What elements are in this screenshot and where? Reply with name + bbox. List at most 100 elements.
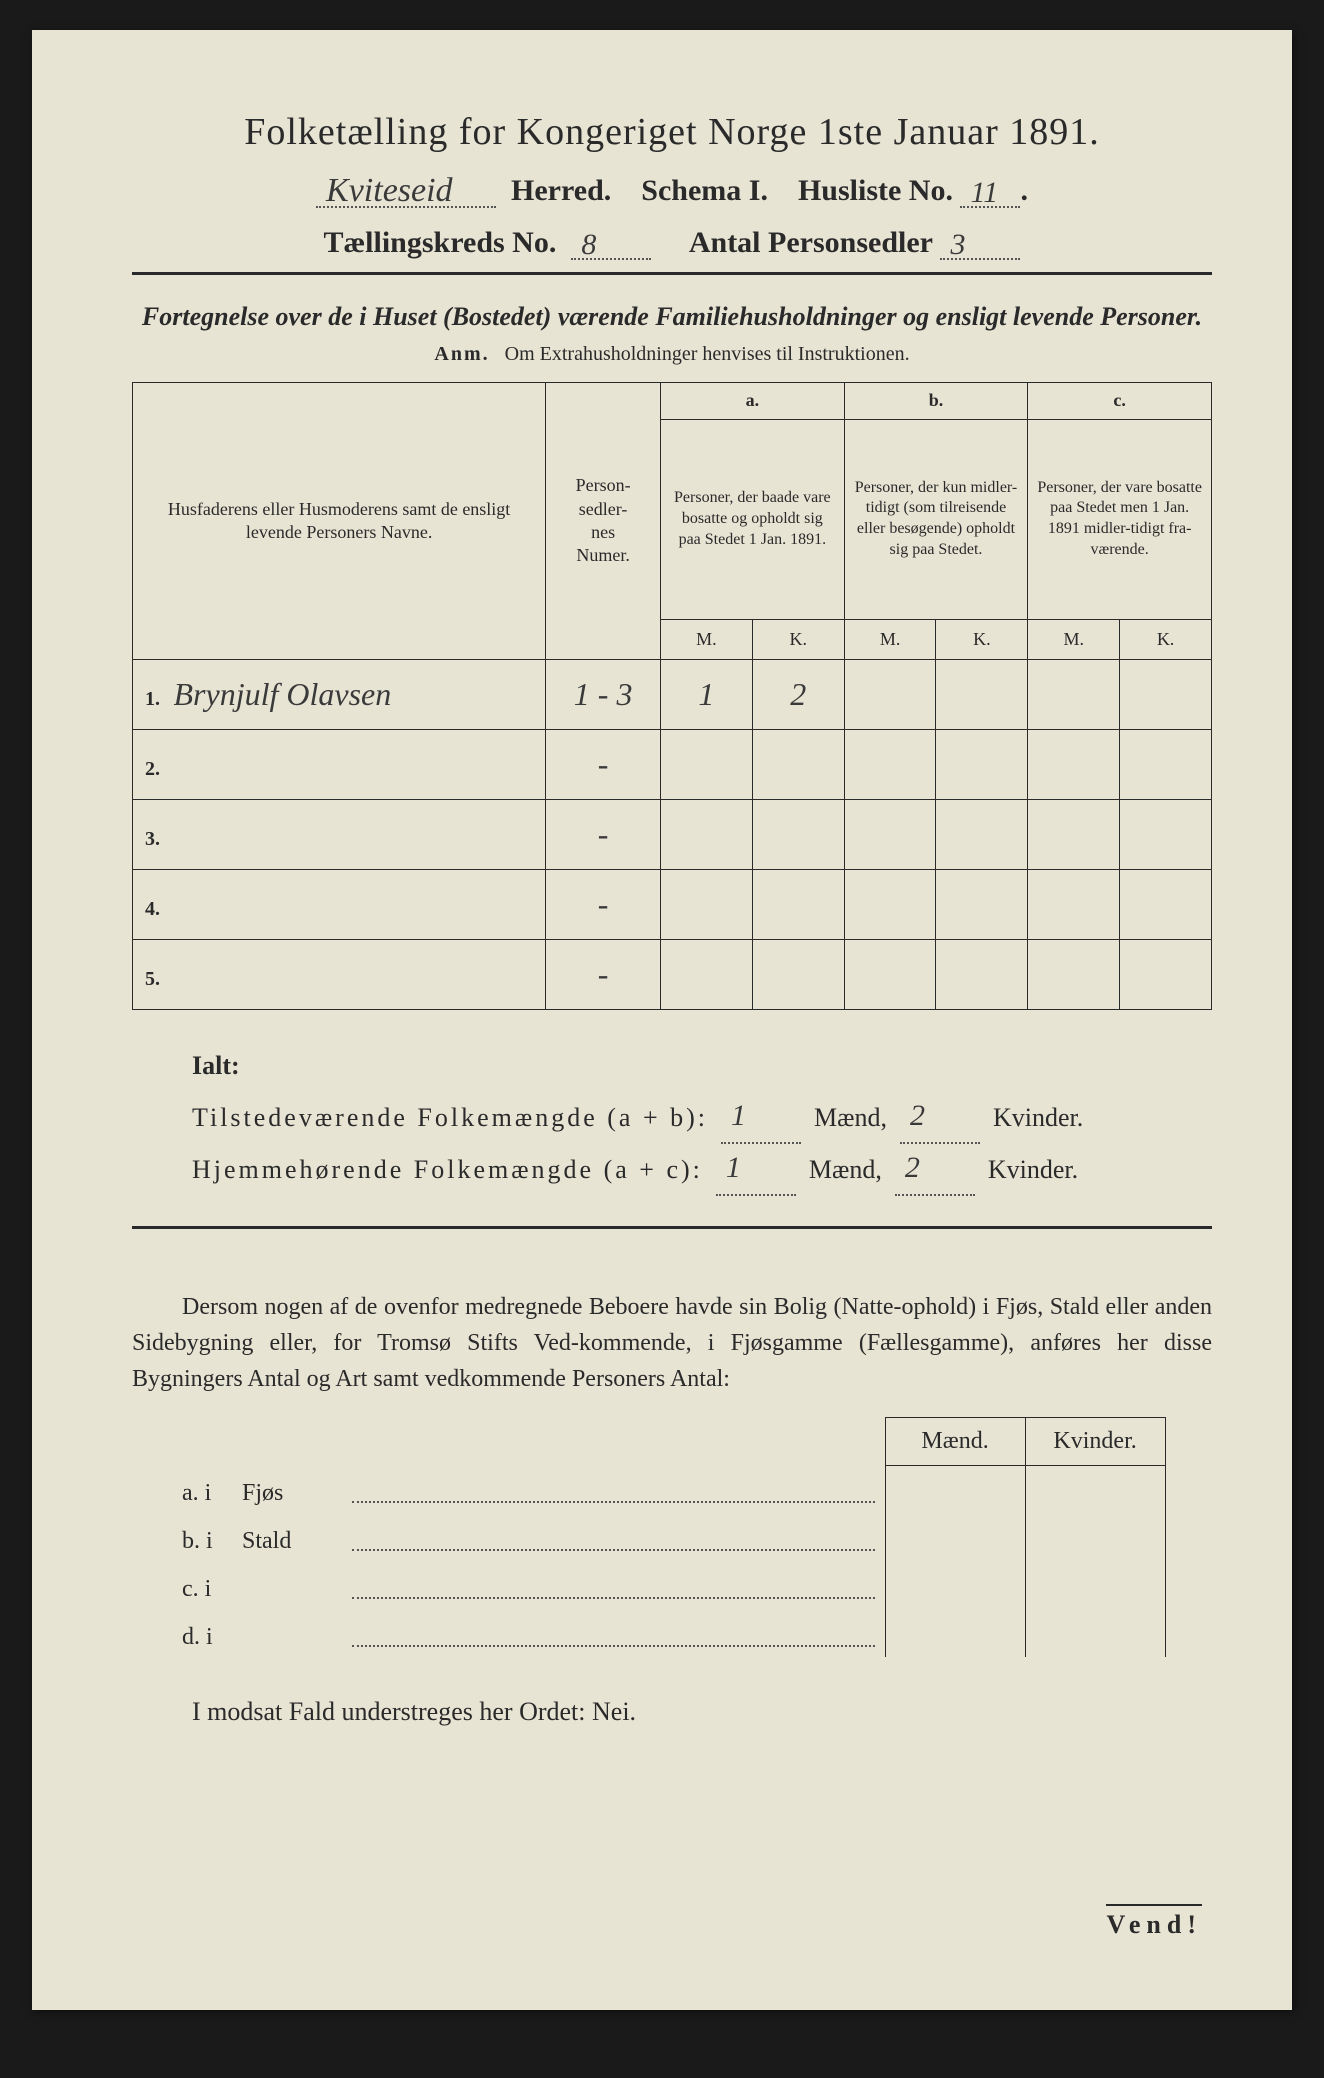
col-header-c-label: c. — [1028, 383, 1212, 419]
totals-line-2: Hjemmehørende Folkemængde (a + c): 1 Mæn… — [192, 1144, 1212, 1196]
mini-row-maend — [885, 1561, 1025, 1609]
mini-row-label: a. i — [172, 1465, 232, 1513]
mini-row-kvinder — [1025, 1513, 1165, 1561]
building-table: Mænd. Kvinder. a. iFjøsb. iStaldc. id. i — [172, 1417, 1166, 1658]
col-a-k: K. — [752, 619, 844, 659]
mini-kvinder-header: Kvinder. — [1025, 1417, 1165, 1465]
row-b-k — [936, 799, 1028, 869]
anm-prefix: Anm. — [434, 343, 489, 365]
row-c-k — [1120, 799, 1212, 869]
mini-row-kvinder — [1025, 1465, 1165, 1513]
row-c-k — [1120, 659, 1212, 729]
subtitle: Fortegnelse over de i Huset (Bostedet) v… — [132, 299, 1212, 335]
ab-maend-value: 1 — [731, 1086, 746, 1146]
col-header-a-label: a. — [661, 383, 845, 419]
paragraph: Dersom nogen af de ovenfor medregnede Be… — [132, 1289, 1212, 1397]
ab-kvinder-value: 2 — [910, 1086, 925, 1146]
ialt-heading: Ialt: — [192, 1051, 240, 1080]
row-b-m — [844, 799, 936, 869]
row-c-m — [1028, 939, 1120, 1009]
personsedler-field: 3 — [940, 227, 1020, 260]
row-num-cell: - — [546, 729, 661, 799]
kreds-value: 8 — [581, 228, 596, 262]
mini-row-kvinder — [1025, 1561, 1165, 1609]
row-c-m — [1028, 869, 1120, 939]
table-row: 3. - — [133, 799, 1212, 869]
kreds-label: Tællingskreds No. — [324, 226, 557, 259]
table-row: 1. Brynjulf Olavsen1 - 312 — [133, 659, 1212, 729]
mini-row-text: Fjøs — [232, 1465, 352, 1513]
mini-row-maend — [885, 1609, 1025, 1657]
col-a-m: M. — [661, 619, 753, 659]
table-row: 4. - — [133, 869, 1212, 939]
herred-value: Kviteseid — [326, 172, 453, 210]
col-c-k: K. — [1120, 619, 1212, 659]
mini-row-label: b. i — [172, 1513, 232, 1561]
mini-row: b. iStald — [172, 1513, 1165, 1561]
col-header-name: Husfaderens eller Husmoderens samt de en… — [133, 383, 546, 659]
final-line: I modsat Fald understreges her Ordet: Ne… — [192, 1697, 1212, 1727]
row-b-m — [844, 659, 936, 729]
row-num-cell: - — [546, 869, 661, 939]
kreds-field: 8 — [571, 227, 651, 260]
row-b-m — [844, 939, 936, 1009]
col-b-m: M. — [844, 619, 936, 659]
mini-row-dots — [352, 1561, 885, 1609]
col-c-m: M. — [1028, 619, 1120, 659]
col-b-k: K. — [936, 619, 1028, 659]
mini-row-maend — [885, 1465, 1025, 1513]
row-b-m — [844, 869, 936, 939]
anm-text: Om Extrahusholdninger henvises til Instr… — [505, 343, 910, 365]
mini-row: a. iFjøs — [172, 1465, 1165, 1513]
page-title: Folketælling for Kongeriget Norge 1ste J… — [132, 110, 1212, 154]
mini-row-dots — [352, 1609, 885, 1657]
totals-block: Ialt: Tilstedeværende Folkemængde (a + b… — [192, 1040, 1212, 1196]
row-name-cell: 1. Brynjulf Olavsen — [133, 659, 546, 729]
husliste-value: 11 — [970, 176, 998, 210]
vend-label: Vend! — [1106, 1904, 1202, 1940]
mini-row-label: c. i — [172, 1561, 232, 1609]
mini-row-maend — [885, 1513, 1025, 1561]
row-a-m — [661, 869, 753, 939]
row-a-m: 1 — [661, 659, 753, 729]
mini-row-text — [232, 1561, 352, 1609]
mini-row-text: Stald — [232, 1513, 352, 1561]
husliste-field: 11 — [960, 175, 1020, 208]
table-row: 2. - — [133, 729, 1212, 799]
row-a-k: 2 — [752, 659, 844, 729]
ac-maend-value: 1 — [726, 1138, 741, 1198]
mini-row-label: d. i — [172, 1609, 232, 1657]
main-table: Husfaderens eller Husmoderens samt de en… — [132, 382, 1212, 1009]
divider — [132, 272, 1212, 275]
row-name-cell: 2. — [133, 729, 546, 799]
row-num-cell: - — [546, 799, 661, 869]
mini-row: d. i — [172, 1609, 1165, 1657]
row-b-k — [936, 869, 1028, 939]
row-a-k — [752, 939, 844, 1009]
census-form-page: Folketælling for Kongeriget Norge 1ste J… — [32, 30, 1292, 2010]
mini-row-text — [232, 1609, 352, 1657]
row-c-k — [1120, 939, 1212, 1009]
row-c-m — [1028, 659, 1120, 729]
row-a-k — [752, 869, 844, 939]
totals-line-1: Tilstedeværende Folkemængde (a + b): 1 M… — [192, 1092, 1212, 1144]
mini-row-dots — [352, 1513, 885, 1561]
row-a-m — [661, 939, 753, 1009]
annotation-line: Anm. Om Extrahusholdninger henvises til … — [132, 343, 1212, 366]
col-header-b-label: b. — [844, 383, 1028, 419]
personsedler-label: Antal Personsedler — [689, 226, 933, 259]
row-name-cell: 4. — [133, 869, 546, 939]
row-name-cell: 5. — [133, 939, 546, 1009]
row-b-m — [844, 729, 936, 799]
ac-kvinder-value: 2 — [905, 1138, 920, 1198]
row-b-k — [936, 939, 1028, 1009]
row-a-k — [752, 799, 844, 869]
row-b-k — [936, 729, 1028, 799]
row-c-m — [1028, 799, 1120, 869]
row-a-m — [661, 799, 753, 869]
col-header-b: Personer, der kun midler-tidigt (som til… — [844, 419, 1028, 619]
col-header-num: Person- sedler- nes Numer. — [546, 383, 661, 659]
mini-row: c. i — [172, 1561, 1165, 1609]
row-c-m — [1028, 729, 1120, 799]
col-header-a: Personer, der baade vare bosatte og opho… — [661, 419, 845, 619]
